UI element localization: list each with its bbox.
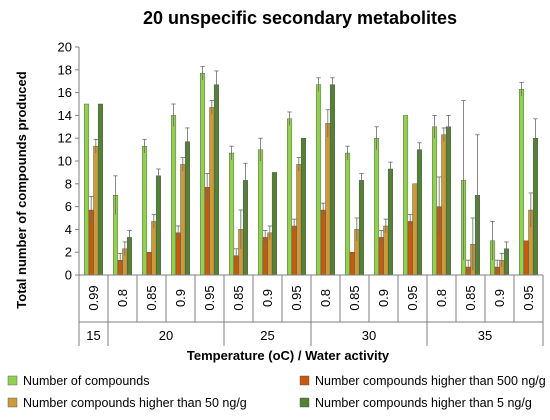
y-tick-label: 10 <box>58 154 72 169</box>
x-tick-label: 0.85 <box>144 285 159 310</box>
bar <box>287 118 293 276</box>
bar <box>84 103 90 276</box>
bar <box>403 115 409 276</box>
y-tick-label: 14 <box>58 108 72 123</box>
y-tick-label: 12 <box>58 131 72 146</box>
bar <box>300 137 306 276</box>
legend-item: Number compounds higher than 500 ng/g <box>299 374 546 388</box>
bar <box>171 115 177 276</box>
group-label: 25 <box>260 328 274 343</box>
bar <box>142 145 148 276</box>
x-tick-label: 0.9 <box>376 289 391 307</box>
legend-label: Number compounds higher than 50 ng/g <box>23 396 247 410</box>
bar <box>258 149 264 276</box>
group-label: 20 <box>159 328 173 343</box>
group-label: 30 <box>362 328 376 343</box>
x-tick-label: 0.9 <box>173 289 188 307</box>
legend-swatch <box>299 397 310 408</box>
y-tick-label: 20 <box>58 40 72 55</box>
bar <box>209 107 215 276</box>
x-tick-label: 0.95 <box>289 285 304 310</box>
x-tick-label: 0.95 <box>521 285 536 310</box>
y-axis-label: Total number of compounds produced <box>14 71 29 308</box>
bar <box>519 88 525 276</box>
x-tick-label: 0.8 <box>318 289 333 307</box>
x-tick-label: 0.85 <box>463 285 478 310</box>
bar <box>345 152 351 276</box>
y-tick-label: 2 <box>65 245 72 260</box>
y-tick-label: 6 <box>65 199 72 214</box>
bar <box>316 84 322 276</box>
x-tick-label: 0.95 <box>202 285 217 310</box>
bar <box>325 123 331 276</box>
bar <box>387 168 393 276</box>
bar <box>229 152 235 276</box>
x-axis-label: Temperature (oC) / Water activity <box>187 348 390 363</box>
y-tick-label: 18 <box>58 62 72 77</box>
bar <box>358 180 364 276</box>
x-tick-label: 0.95 <box>405 285 420 310</box>
legend-label: Number compounds higher than 500 ng/g <box>315 374 546 388</box>
bar <box>184 141 190 276</box>
legend: Number of compounds Number compounds high… <box>7 374 546 410</box>
y-tick-label: 0 <box>65 268 72 283</box>
chart-title: 20 unspecific secondary metabolites <box>143 8 457 28</box>
legend-label: Number of compounds <box>23 374 149 388</box>
bar <box>407 221 413 276</box>
y-tick-label: 8 <box>65 176 72 191</box>
legend-item: Number of compounds <box>7 374 149 388</box>
bar <box>523 240 529 276</box>
bar <box>441 134 447 276</box>
y-tick-label: 4 <box>65 222 72 237</box>
bar <box>374 137 380 276</box>
legend-swatch <box>299 375 310 386</box>
bar <box>213 84 219 276</box>
plot-area: 0 2 4 6 8 10 12 14 16 18 20 0.99 0.8 0.85 0.9 0.95 0.85 0… <box>58 40 544 346</box>
bar <box>271 172 277 276</box>
y-tick-label: 16 <box>58 85 72 100</box>
bar <box>93 145 99 276</box>
legend-swatch <box>7 397 18 408</box>
bar <box>412 183 418 276</box>
bar <box>97 103 103 276</box>
bar <box>200 73 206 276</box>
group-label: 35 <box>478 328 492 343</box>
bar <box>383 225 389 276</box>
bar <box>296 164 302 276</box>
legend-label: Number compounds higher than 5 ng/g <box>315 396 532 410</box>
x-tick-label: 0.9 <box>492 289 507 307</box>
x-tick-label: 0.8 <box>115 289 130 307</box>
legend-item: Number compounds higher than 50 ng/g <box>7 396 247 410</box>
x-tick-label: 0.85 <box>231 285 246 310</box>
bar <box>349 251 355 276</box>
bar <box>151 221 157 276</box>
bar <box>532 137 538 276</box>
bar <box>146 251 152 276</box>
group-label: 15 <box>86 328 100 343</box>
bar <box>320 209 326 276</box>
bar <box>155 175 161 276</box>
bar <box>445 126 451 276</box>
bar <box>291 225 297 276</box>
legend-item: Number compounds higher than 5 ng/g <box>299 396 532 410</box>
x-tick-label: 0.85 <box>347 285 362 310</box>
x-tick-label: 0.9 <box>260 289 275 307</box>
x-tick-label: 0.8 <box>434 289 449 307</box>
bar <box>180 164 186 276</box>
bar <box>416 149 422 276</box>
x-tick-label: 0.99 <box>86 285 101 310</box>
bar <box>329 84 335 276</box>
bar <box>432 126 438 276</box>
legend-swatch <box>7 375 18 386</box>
